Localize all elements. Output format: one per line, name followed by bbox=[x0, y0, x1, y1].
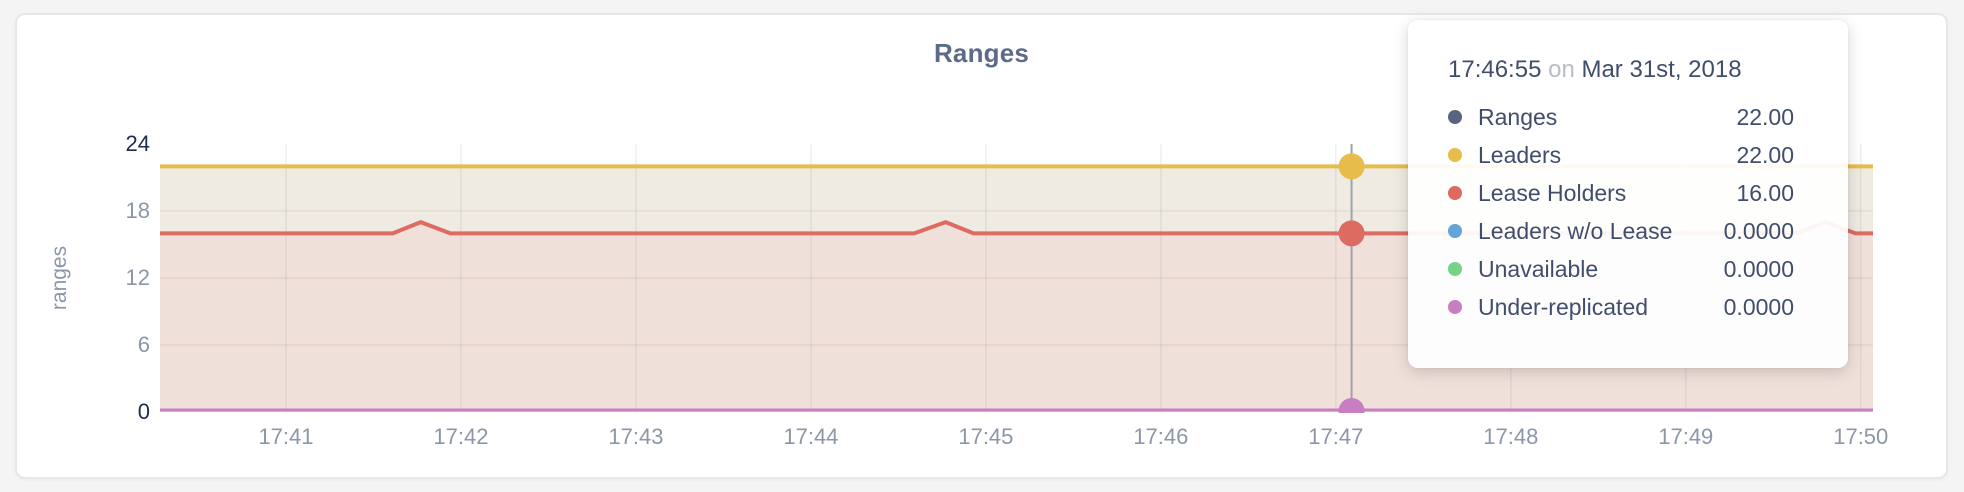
x-tick-label: 17:45 bbox=[958, 424, 1014, 449]
series-dot-under-replicated bbox=[1448, 300, 1462, 314]
y-tick-label: 24 bbox=[125, 131, 150, 156]
tooltip-row: Ranges 22.00 bbox=[1448, 98, 1794, 136]
x-tick-label: 17:50 bbox=[1833, 424, 1889, 449]
y-tick-label: 12 bbox=[125, 265, 150, 290]
series-dot-leaders bbox=[1448, 148, 1462, 162]
tooltip-row: Leaders 22.00 bbox=[1448, 136, 1794, 174]
series-value: 22.00 bbox=[1736, 141, 1794, 168]
series-dot-lease-holders bbox=[1448, 186, 1462, 200]
series-dot-ranges bbox=[1448, 110, 1462, 124]
series-label: Unavailable bbox=[1478, 255, 1599, 282]
tooltip-row: Lease Holders 16.00 bbox=[1448, 174, 1794, 212]
x-tick-label: 17:47 bbox=[1308, 424, 1364, 449]
tooltip-time: 17:46:55 bbox=[1448, 56, 1542, 83]
y-tick-label: 0 bbox=[137, 399, 150, 424]
series-dot-leaders-wo-lease bbox=[1448, 224, 1462, 238]
series-value: 16.00 bbox=[1736, 179, 1794, 206]
hover-dot-leaders bbox=[1338, 153, 1365, 180]
tooltip-row: Unavailable 0.0000 bbox=[1448, 250, 1794, 288]
hover-dot-under-replicated bbox=[1338, 398, 1365, 413]
series-label: Leaders bbox=[1478, 141, 1562, 168]
tooltip-conjunction: on bbox=[1548, 56, 1575, 83]
chart-title: Ranges bbox=[933, 38, 1030, 68]
x-tick-label: 17:41 bbox=[258, 424, 314, 449]
series-label: Leaders w/o Lease bbox=[1478, 217, 1673, 244]
x-tick-label: 17:42 bbox=[433, 424, 489, 449]
series-label: Under-replicated bbox=[1478, 293, 1649, 320]
series-value: 0.0000 bbox=[1723, 293, 1794, 320]
x-tick-label: 17:48 bbox=[1483, 424, 1539, 449]
y-tick-label: 18 bbox=[125, 198, 150, 223]
tooltip-row: Under-replicated 0.0000 bbox=[1448, 288, 1794, 326]
series-value: 0.0000 bbox=[1723, 255, 1794, 282]
x-tick-label: 17:46 bbox=[1133, 424, 1189, 449]
x-tick-label: 17:43 bbox=[608, 424, 664, 449]
tooltip-header: 17:46:55 on Mar 31st, 2018 bbox=[1448, 56, 1794, 84]
series-label: Lease Holders bbox=[1478, 179, 1627, 206]
x-tick-label: 17:44 bbox=[783, 424, 839, 449]
x-tick-label: 17:49 bbox=[1658, 424, 1714, 449]
y-tick-label: 6 bbox=[137, 332, 150, 357]
hover-tooltip: 17:46:55 on Mar 31st, 2018 Ranges 22.00 … bbox=[1408, 20, 1848, 368]
tooltip-row: Leaders w/o Lease 0.0000 bbox=[1448, 212, 1794, 250]
series-dot-unavailable bbox=[1448, 262, 1462, 276]
hover-dot-lease-holders bbox=[1338, 220, 1365, 247]
series-value: 0.0000 bbox=[1723, 217, 1794, 244]
series-value: 22.00 bbox=[1736, 103, 1794, 130]
tooltip-date: Mar 31st, 2018 bbox=[1581, 56, 1742, 83]
series-label: Ranges bbox=[1478, 103, 1558, 130]
